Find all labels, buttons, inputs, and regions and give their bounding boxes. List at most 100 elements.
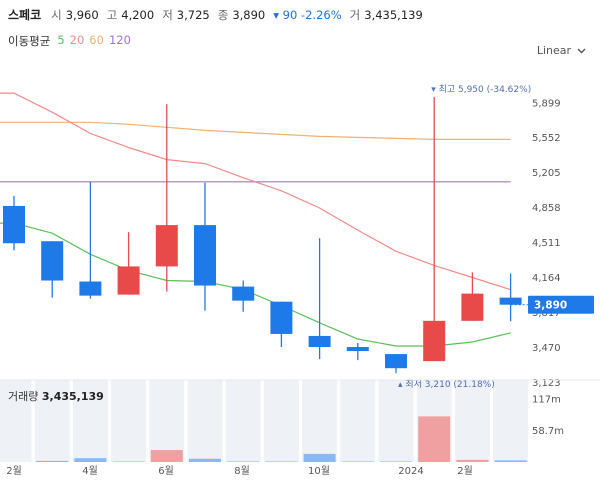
x-tick-label: 2월 [457,465,473,477]
chevron-down-icon [577,48,586,53]
volume-tick-label: 58.7m [532,426,564,437]
candle-body [308,335,331,348]
volume-bar [456,459,489,462]
candle [308,238,331,360]
ma20-line [0,92,511,291]
volume-panel-label: 거래량 [8,390,39,403]
current-price-tag [528,295,594,314]
volume-column-bg [302,380,338,462]
candle [232,280,255,312]
candle-body [117,266,140,295]
candle-body [270,301,293,334]
candle-body [194,225,216,286]
volume-bar [74,458,107,462]
candle [461,272,484,321]
min-price-label: ▴ 최저 3,210 (21.18%) [398,379,495,390]
candle [194,182,216,311]
y-tick-label: 4,164 [532,273,561,284]
volume-column-bg [340,380,376,462]
y-tick-label: 5,899 [532,98,561,109]
stock-name: 스페코 [8,8,42,22]
candle [3,195,25,251]
low-label: 저 [162,8,173,22]
scale-selector[interactable]: Linear [537,44,586,57]
candle-body [423,320,446,362]
candle-body [461,293,484,321]
volume-column-bg [111,380,147,462]
candle [270,301,293,348]
x-tick-label: 8월 [234,465,250,477]
candle-body [499,297,522,305]
volume-column-bg [378,380,414,462]
y-tick-label: 3,470 [532,343,561,354]
ma-legend: 이동평균 5 20 60 120 [8,33,131,49]
volume-panel-value: 3,435,139 [41,390,104,403]
current-price-label: 3,890 [534,300,567,312]
volume-bar [150,450,183,462]
volume-column-bg [225,380,261,462]
volume-bar [303,453,336,462]
ma-5-label[interactable]: 5 [57,33,65,47]
y-tick-label: 5,205 [532,168,561,179]
volume-bar [418,416,451,462]
ma-legend-title: 이동평균 [8,34,51,48]
candle [117,232,140,295]
low-value: 3,725 [176,8,210,22]
candle-body [155,225,178,267]
volume-column-bg [0,380,32,462]
candle [41,241,64,298]
candle [385,354,407,374]
y-tick-label: 3,123 [532,378,561,389]
y-tick-label: 5,552 [532,133,561,144]
volume-tick-label: 117m [532,394,561,405]
candle [499,273,522,322]
volume-bar [36,460,69,462]
volume-bar [227,461,260,462]
ma-60-label[interactable]: 60 [89,33,104,47]
volume-column-bg [149,380,185,462]
volume-value: 3,435,139 [364,8,423,22]
candle-body [232,286,255,301]
x-tick-label: 6월 [158,465,174,477]
x-tick-label: 2024 [398,466,423,477]
volume-bar [341,461,374,462]
volume-bar [265,461,298,462]
ma-20-label[interactable]: 20 [69,33,85,47]
candle [155,104,178,292]
volume-column-bg [454,380,490,462]
x-tick-label: 4월 [82,465,98,477]
volume-column-bg [493,380,529,462]
x-tick-label: 10월 [308,465,330,477]
high-value: 4,200 [121,8,155,22]
volume-column-bg [187,380,223,462]
open-label: 시 [51,8,62,22]
volume-column-bg [72,380,108,462]
volume-bar [494,460,527,462]
x-tick-label: 2월 [6,465,22,477]
candle-body [346,347,369,352]
volume-panel-title: 거래량 3,435,139 [8,388,104,404]
max-price-label: ▾ 최고 5,950 (-34.62%) [431,84,531,95]
high-label: 고 [106,8,118,22]
change-value: ▾ 90 -2.26% [273,8,342,22]
candle-body [41,241,64,281]
candle [346,343,369,361]
candle [423,97,446,362]
candle-body [3,205,25,244]
volume-bar [112,461,145,462]
ma-120-label[interactable]: 120 [108,33,131,47]
scale-selector-label: Linear [536,44,571,57]
ma60-line [0,121,511,140]
y-tick-label: 4,511 [532,238,561,249]
close-value: 3,890 [232,8,266,22]
candle [79,181,102,299]
volume-bar [380,461,412,462]
open-value: 3,960 [65,8,99,22]
y-tick-label: 4,858 [532,203,561,214]
candle-body [385,354,407,369]
stock-header: 스페코 시 3,960 고 4,200 저 3,725 종 3,890 ▾ 90… [8,6,427,26]
candle-body [79,281,102,296]
volume-bar [189,458,221,462]
close-label: 종 [217,8,229,22]
